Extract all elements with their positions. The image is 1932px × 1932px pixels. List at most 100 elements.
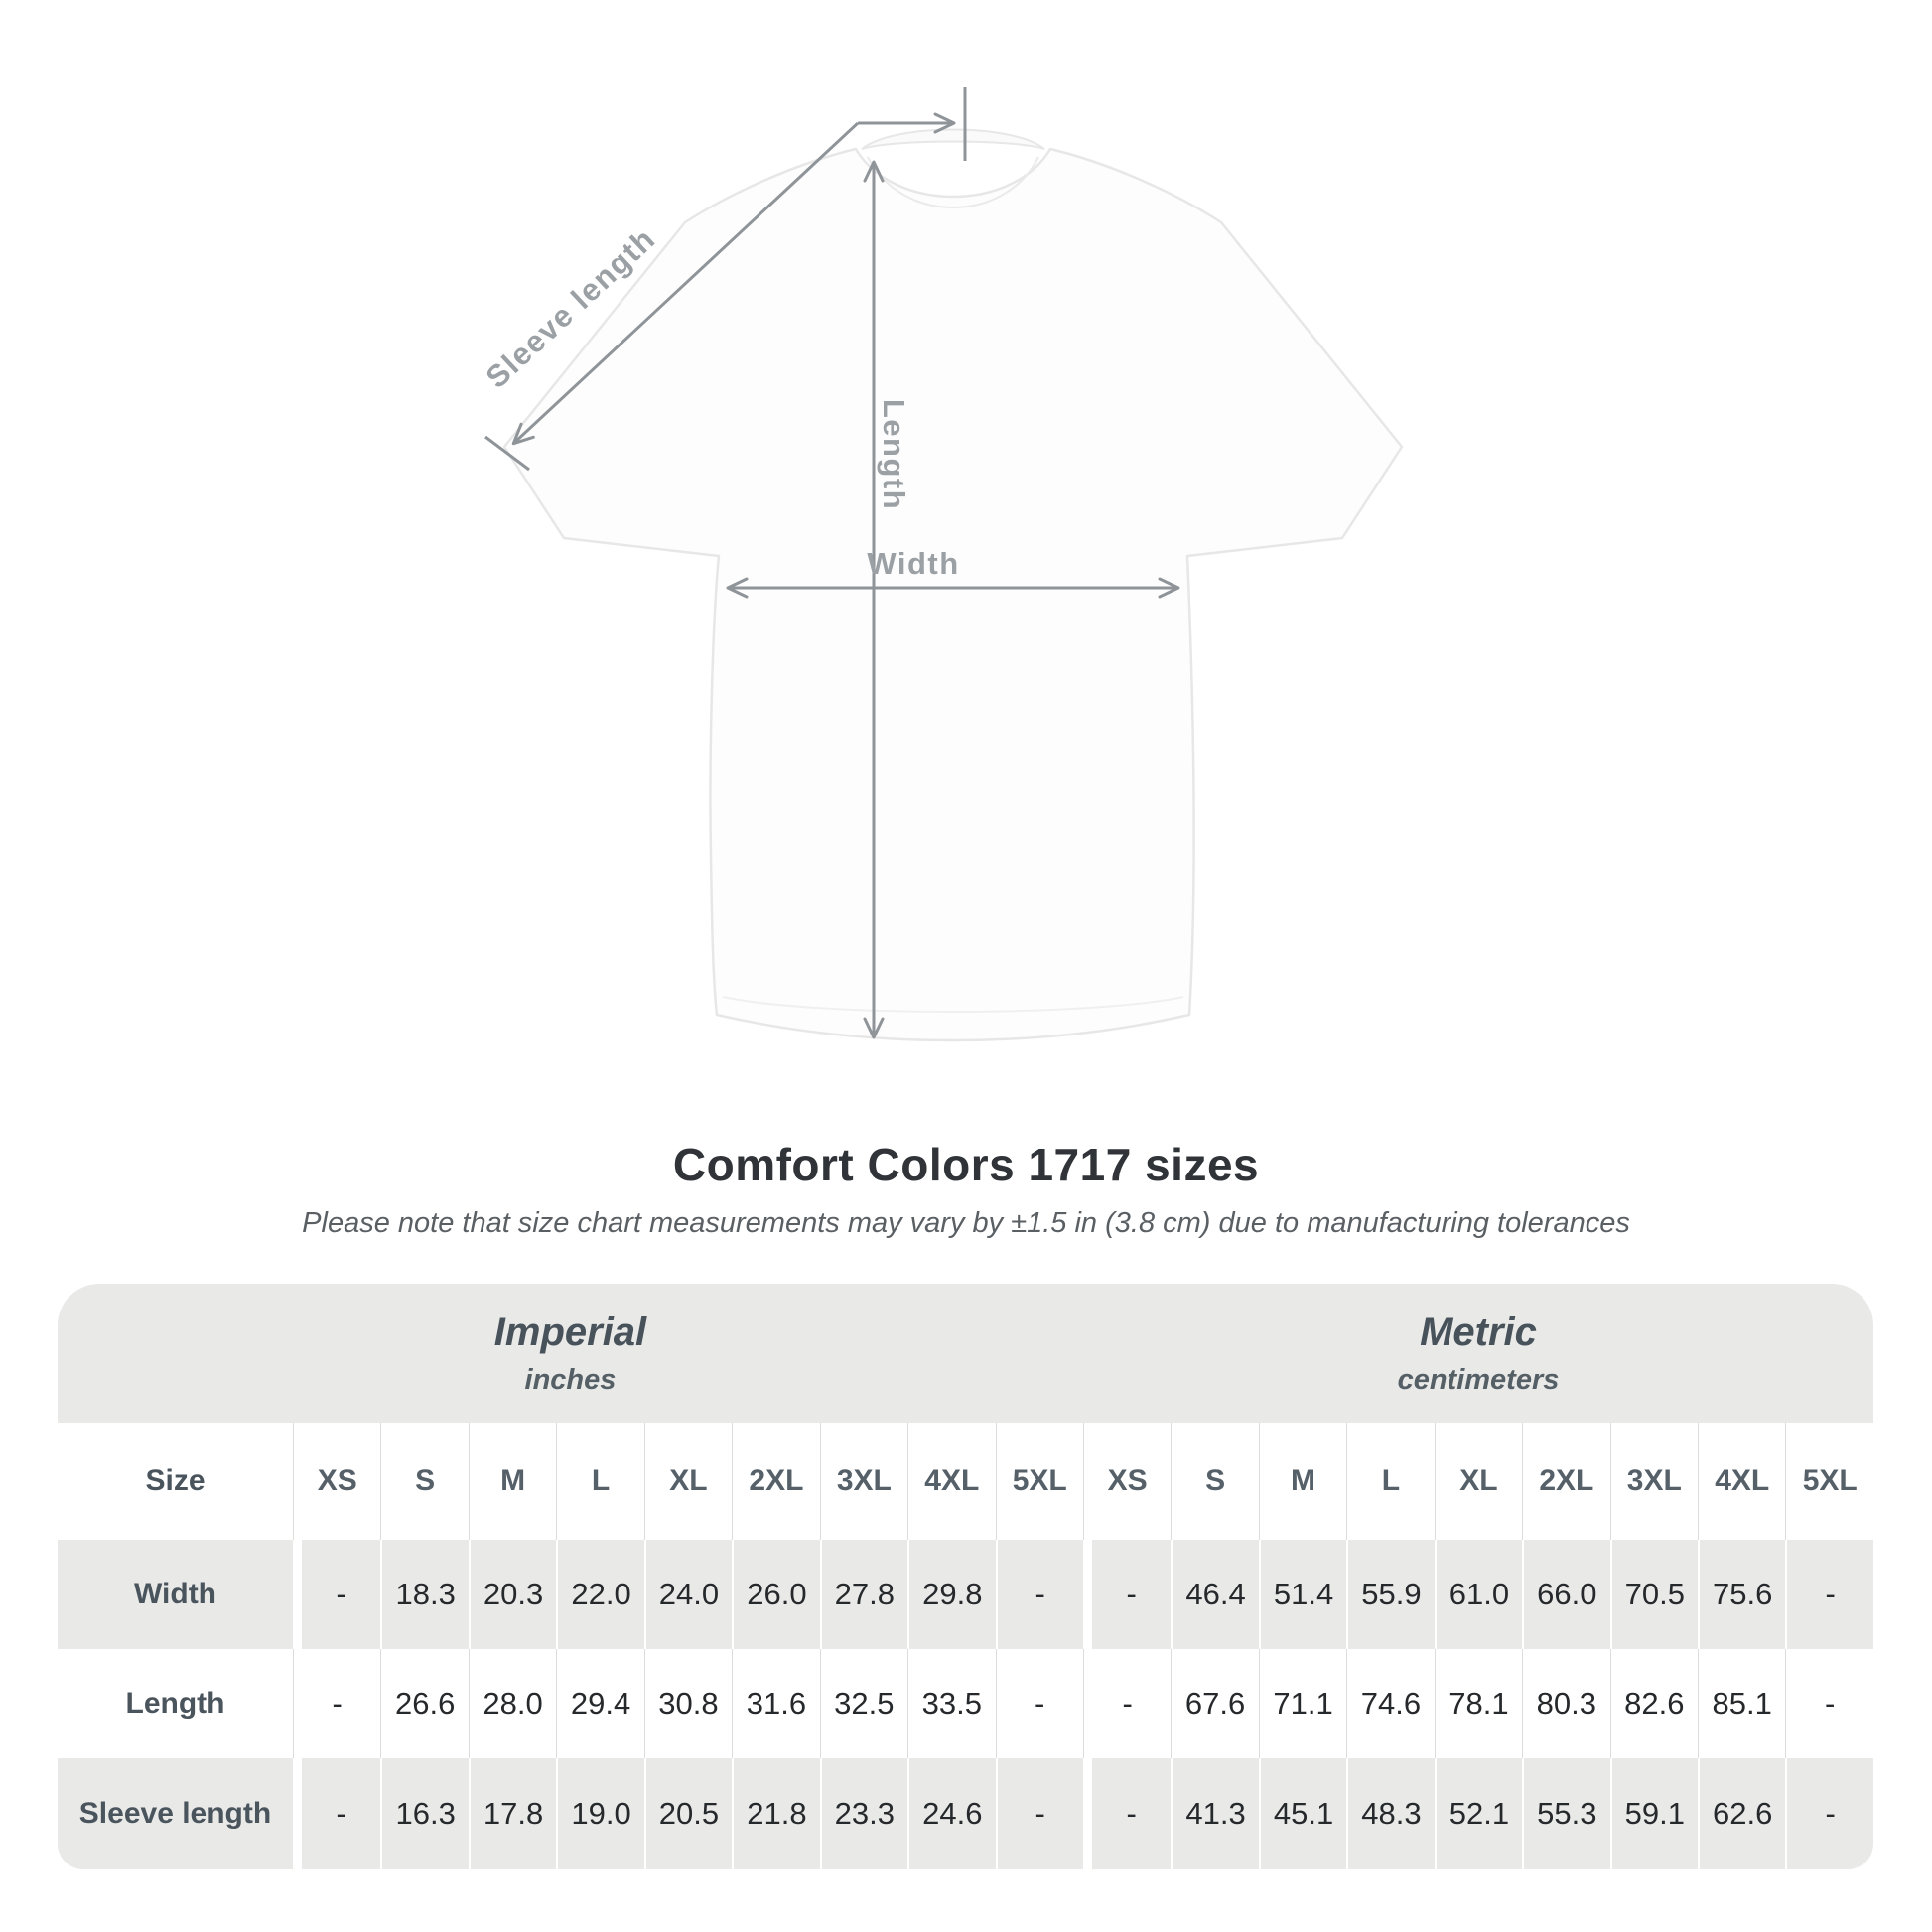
value-cell: 18.3 bbox=[380, 1540, 469, 1649]
value-cell: 82.6 bbox=[1609, 1649, 1698, 1758]
imperial-unit: inches bbox=[524, 1363, 617, 1396]
value-cell: 24.0 bbox=[643, 1540, 733, 1649]
value-cell: 29.8 bbox=[907, 1540, 996, 1649]
metric-unit: centimeters bbox=[1397, 1363, 1560, 1396]
sleeve-end-tick bbox=[484, 435, 530, 472]
value-cell: 16.3 bbox=[380, 1758, 469, 1869]
table-row-sleeve-length: Sleeve length - 16.3 17.8 19.0 20.5 21.8… bbox=[58, 1758, 1873, 1869]
value-cell: 51.4 bbox=[1258, 1540, 1347, 1649]
imperial-group-header: Imperial inches bbox=[58, 1284, 1083, 1423]
size-col-header: XL bbox=[643, 1423, 733, 1540]
value-cell: 55.9 bbox=[1346, 1540, 1435, 1649]
size-col-header: L bbox=[556, 1423, 644, 1540]
value-cell: 78.1 bbox=[1434, 1649, 1523, 1758]
value-cell: 59.1 bbox=[1609, 1758, 1698, 1869]
value-cell: 66.0 bbox=[1522, 1540, 1610, 1649]
size-col-header: M bbox=[468, 1423, 557, 1540]
value-cell: 85.1 bbox=[1698, 1649, 1786, 1758]
value-cell: 17.8 bbox=[468, 1758, 557, 1869]
tolerance-note: Please note that size chart measurements… bbox=[302, 1207, 1630, 1239]
value-cell: - bbox=[995, 1649, 1083, 1758]
row-label: Sleeve length bbox=[58, 1758, 293, 1869]
value-cell: 33.5 bbox=[907, 1649, 996, 1758]
value-cell: 80.3 bbox=[1522, 1649, 1610, 1758]
value-cell: - bbox=[293, 1649, 381, 1758]
metric-group-header: Metric centimeters bbox=[1082, 1284, 1873, 1423]
value-cell: - bbox=[293, 1758, 381, 1869]
value-cell: 45.1 bbox=[1258, 1758, 1347, 1869]
unit-group-row: Imperial inches Metric centimeters bbox=[58, 1284, 1873, 1423]
value-cell: - bbox=[1082, 1758, 1172, 1869]
value-cell: 20.5 bbox=[643, 1758, 733, 1869]
value-cell: 46.4 bbox=[1171, 1540, 1259, 1649]
value-cell: 67.6 bbox=[1171, 1649, 1259, 1758]
tshirt-measurement-diagram: Sleeve length Length Width bbox=[480, 87, 1404, 1042]
row-label: Length bbox=[58, 1649, 293, 1758]
sleeve-length-arrow-diagonal bbox=[511, 121, 860, 446]
value-cell: 75.6 bbox=[1698, 1540, 1786, 1649]
size-label: Size bbox=[58, 1423, 293, 1540]
metric-title: Metric bbox=[1420, 1310, 1537, 1354]
imperial-title: Imperial bbox=[493, 1310, 647, 1354]
value-cell: 30.8 bbox=[643, 1649, 733, 1758]
value-cell: 71.1 bbox=[1258, 1649, 1347, 1758]
page-title: Comfort Colors 1717 sizes bbox=[672, 1139, 1260, 1190]
size-col-header: 5XL bbox=[995, 1423, 1083, 1540]
value-cell: - bbox=[1082, 1540, 1172, 1649]
width-label: Width bbox=[867, 546, 959, 581]
size-col-header: 5XL bbox=[1785, 1423, 1873, 1540]
value-cell: 20.3 bbox=[468, 1540, 557, 1649]
value-cell: - bbox=[293, 1540, 381, 1649]
value-cell: 48.3 bbox=[1346, 1758, 1435, 1869]
value-cell: 28.0 bbox=[468, 1649, 557, 1758]
chart-heading: Comfort Colors 1717 sizes Please note th… bbox=[0, 1138, 1932, 1240]
value-cell: 23.3 bbox=[819, 1758, 908, 1869]
value-cell: - bbox=[1785, 1649, 1873, 1758]
value-cell: 31.6 bbox=[732, 1649, 820, 1758]
value-cell: - bbox=[995, 1758, 1083, 1869]
tshirt-back-collar bbox=[861, 128, 1045, 150]
value-cell: 41.3 bbox=[1171, 1758, 1259, 1869]
value-cell: 24.6 bbox=[907, 1758, 996, 1869]
size-col-header: M bbox=[1258, 1423, 1347, 1540]
value-cell: 74.6 bbox=[1346, 1649, 1435, 1758]
value-cell: 52.1 bbox=[1434, 1758, 1523, 1869]
value-cell: 22.0 bbox=[556, 1540, 644, 1649]
table-row-width: Width - 18.3 20.3 22.0 24.0 26.0 27.8 29… bbox=[58, 1540, 1873, 1649]
value-cell: 21.8 bbox=[732, 1758, 820, 1869]
size-table-container: Imperial inches Metric centimeters Size … bbox=[58, 1284, 1873, 1869]
size-col-header: 4XL bbox=[1698, 1423, 1786, 1540]
size-col-header: XS bbox=[293, 1423, 381, 1540]
value-cell: - bbox=[1785, 1758, 1873, 1869]
size-col-header: S bbox=[380, 1423, 469, 1540]
size-col-header: 3XL bbox=[819, 1423, 908, 1540]
value-cell: 26.0 bbox=[732, 1540, 820, 1649]
size-col-header: 4XL bbox=[907, 1423, 996, 1540]
value-cell: 26.6 bbox=[380, 1649, 469, 1758]
size-table: Imperial inches Metric centimeters Size … bbox=[58, 1284, 1873, 1869]
size-col-header: XS bbox=[1082, 1423, 1172, 1540]
tshirt-body bbox=[502, 147, 1404, 1042]
length-label: Length bbox=[877, 399, 911, 510]
size-col-header: XL bbox=[1434, 1423, 1523, 1540]
value-cell: 61.0 bbox=[1434, 1540, 1523, 1649]
value-cell: 32.5 bbox=[819, 1649, 908, 1758]
value-cell: 27.8 bbox=[819, 1540, 908, 1649]
value-cell: 55.3 bbox=[1522, 1758, 1610, 1869]
size-header-row: Size XS S M L XL 2XL 3XL 4XL 5XL XS S M … bbox=[58, 1423, 1873, 1540]
size-col-header: 2XL bbox=[1522, 1423, 1610, 1540]
value-cell: - bbox=[995, 1540, 1083, 1649]
tshirt-hem-stitch bbox=[722, 996, 1184, 1013]
table-row-length: Length - 26.6 28.0 29.4 30.8 31.6 32.5 3… bbox=[58, 1649, 1873, 1758]
value-cell: 19.0 bbox=[556, 1758, 644, 1869]
value-cell: 62.6 bbox=[1698, 1758, 1786, 1869]
size-col-header: 2XL bbox=[732, 1423, 820, 1540]
row-label: Width bbox=[58, 1540, 293, 1649]
size-col-header: L bbox=[1346, 1423, 1435, 1540]
size-col-header: S bbox=[1171, 1423, 1259, 1540]
value-cell: - bbox=[1785, 1540, 1873, 1649]
value-cell: 29.4 bbox=[556, 1649, 644, 1758]
value-cell: - bbox=[1082, 1649, 1172, 1758]
value-cell: 70.5 bbox=[1609, 1540, 1698, 1649]
